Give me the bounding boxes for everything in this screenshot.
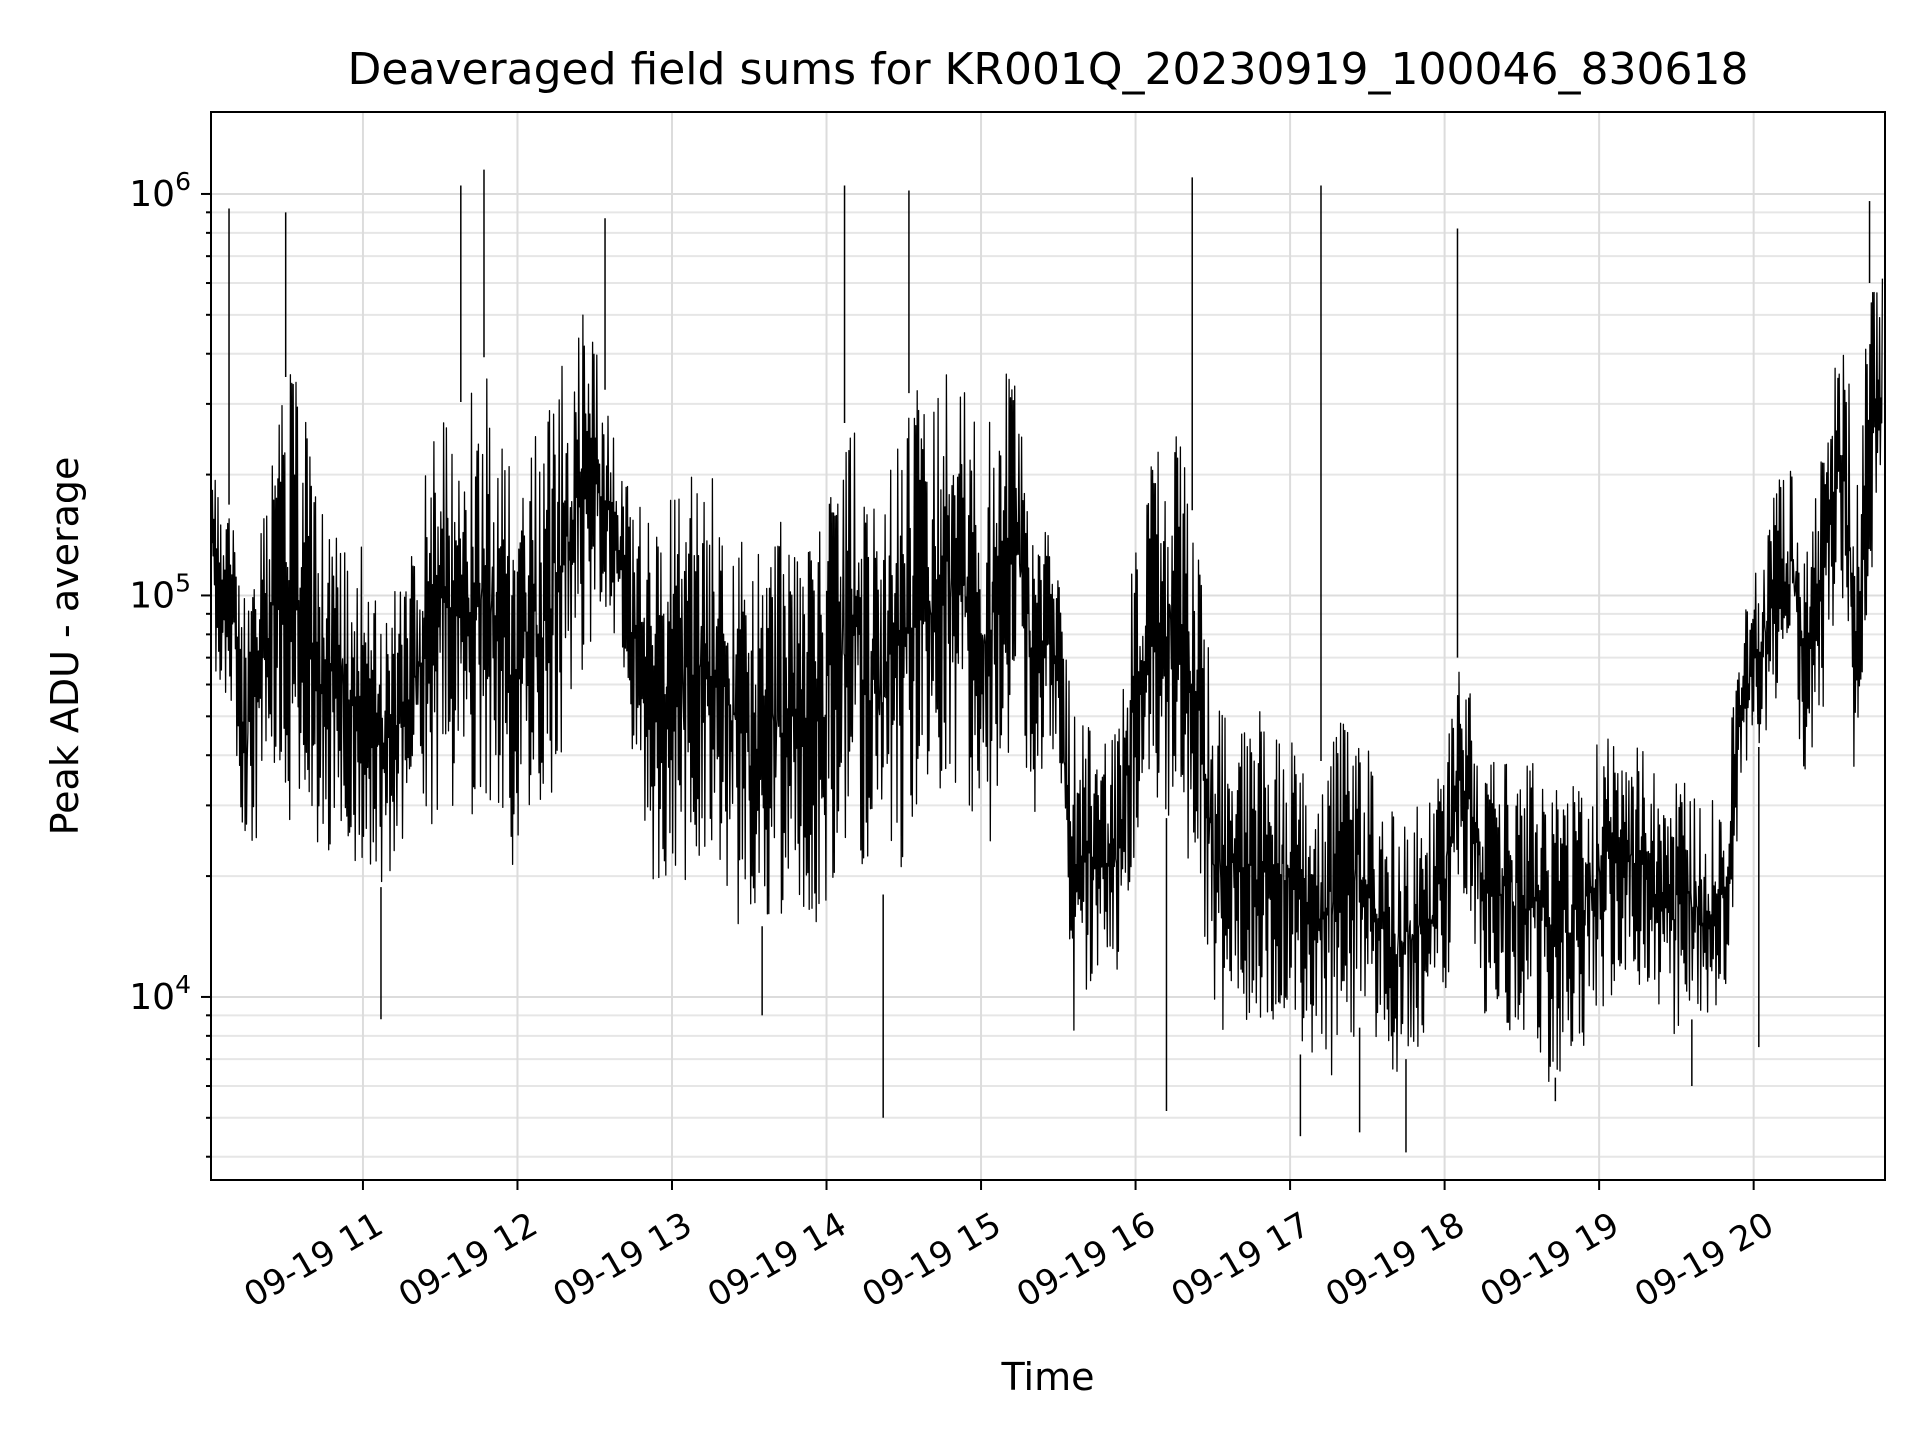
x-axis-label: Time xyxy=(1001,1355,1095,1399)
y-tick-label: 105 xyxy=(129,568,191,616)
axes-frame xyxy=(210,111,1886,1181)
y-tick-exponent: 6 xyxy=(175,167,191,196)
y-tick-base: 10 xyxy=(129,977,175,1018)
y-tick-base: 10 xyxy=(129,575,175,616)
y-tick-exponent: 4 xyxy=(175,970,191,999)
y-axis-label: Peak ADU - average xyxy=(43,457,87,836)
plot-area xyxy=(210,169,1884,1153)
y-tick-base: 10 xyxy=(129,174,175,215)
y-tick-label: 104 xyxy=(129,970,191,1018)
series-line xyxy=(210,278,1884,1083)
y-tick-exponent: 5 xyxy=(175,568,191,597)
chart-title: Deaveraged field sums for KR001Q_2023091… xyxy=(348,44,1749,95)
y-tick-label: 106 xyxy=(129,167,191,215)
